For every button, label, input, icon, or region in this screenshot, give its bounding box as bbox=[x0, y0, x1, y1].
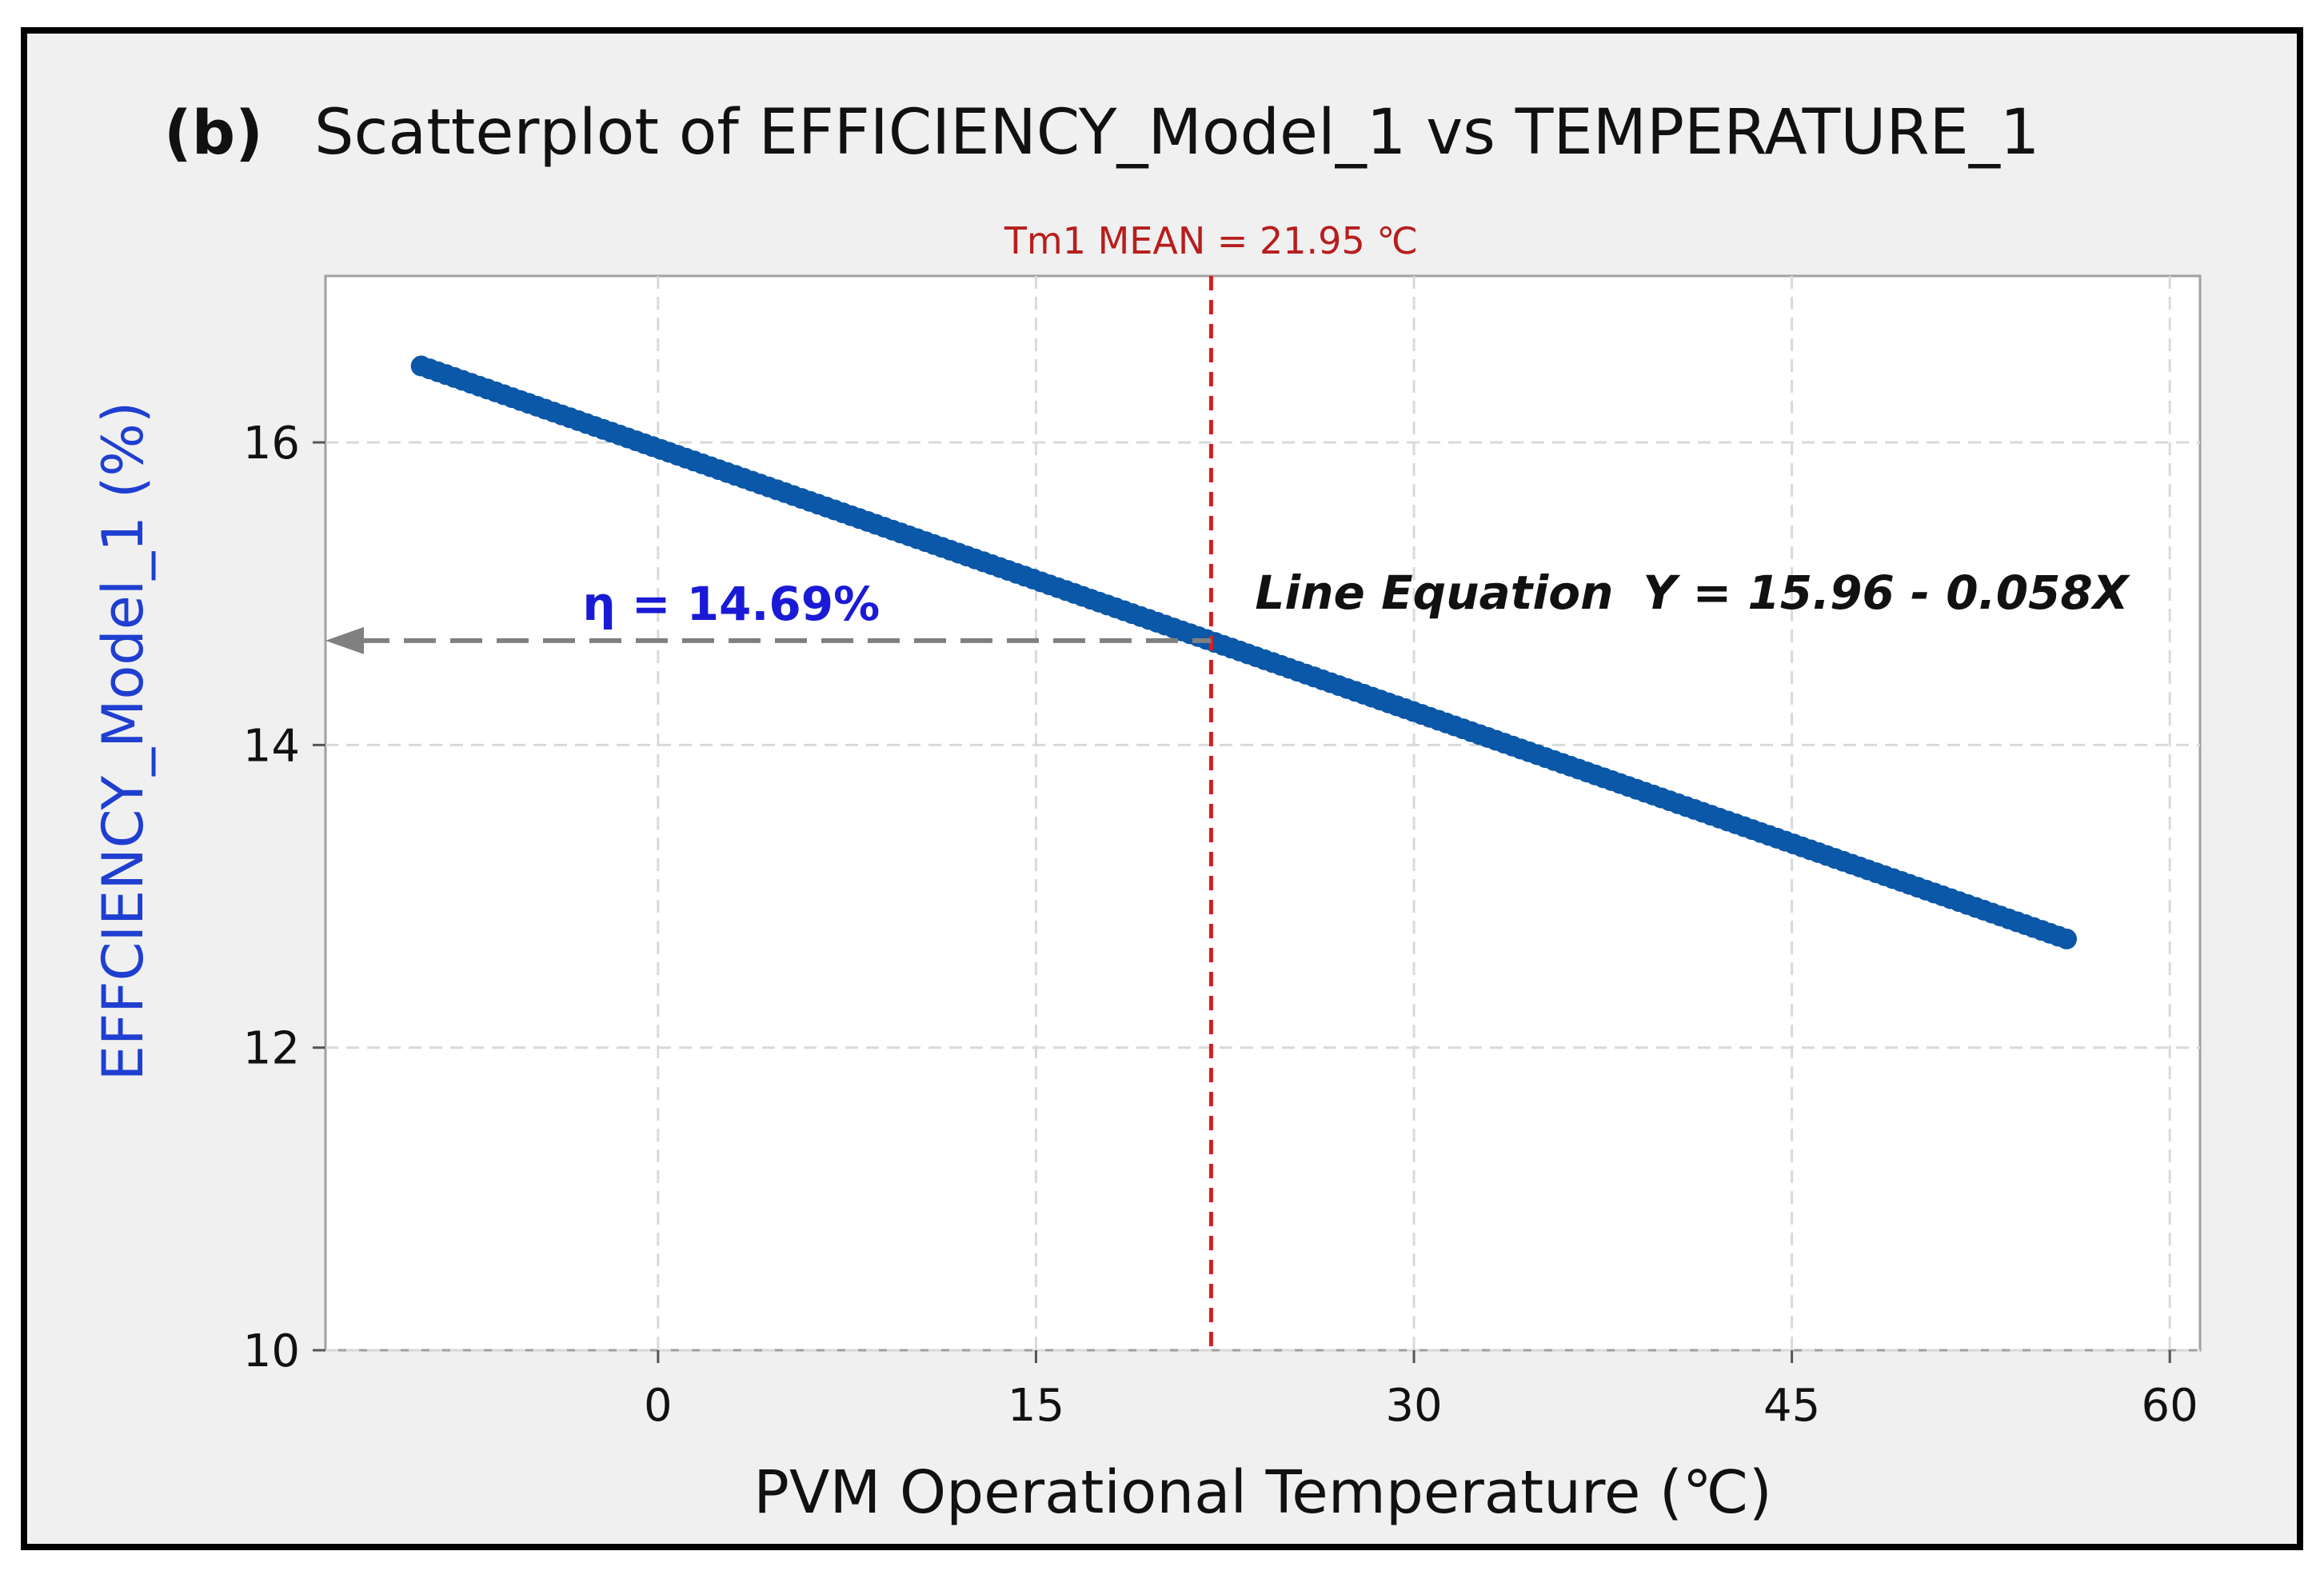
axes: 0 15 30 45 60 10 12 14 16 bbox=[243, 418, 2198, 1432]
grid-lines bbox=[325, 276, 2200, 1352]
y-axis-label: EFFCIENCY_Model_1 (%) bbox=[90, 402, 156, 1081]
plot-area bbox=[324, 274, 2202, 1352]
eta-arrowhead-icon bbox=[325, 626, 364, 654]
efficiency-annotation: η = 14.69% bbox=[582, 577, 880, 631]
y-tick-label: 14 bbox=[243, 720, 300, 772]
chart-title: Scatterplot of EFFICIENCY_Model_1 vs TEM… bbox=[314, 97, 2039, 169]
x-tick-label: 0 bbox=[644, 1380, 673, 1432]
x-tick-label: 15 bbox=[1008, 1380, 1064, 1432]
mean-line-label: Tm1 MEAN = 21.95 ℃ bbox=[1004, 219, 1418, 262]
x-axis-label: PVM Operational Temperature (℃) bbox=[753, 1458, 1771, 1527]
x-tick-label: 45 bbox=[1763, 1380, 1820, 1432]
y-tick-label: 10 bbox=[243, 1325, 300, 1377]
line-equation-label: Line Equation bbox=[1255, 566, 1613, 620]
y-tick-label: 16 bbox=[243, 418, 300, 470]
annotations bbox=[325, 276, 1213, 1350]
y-tick-label: 12 bbox=[243, 1023, 300, 1075]
data-points bbox=[410, 355, 2078, 949]
x-tick-label: 30 bbox=[1385, 1380, 1442, 1432]
x-tick-label: 60 bbox=[2142, 1380, 2198, 1432]
data-point bbox=[2056, 928, 2078, 949]
line-equation-text: Y = 15.96 - 0.058X bbox=[1643, 566, 2130, 620]
panel-label: (b) bbox=[164, 97, 263, 168]
